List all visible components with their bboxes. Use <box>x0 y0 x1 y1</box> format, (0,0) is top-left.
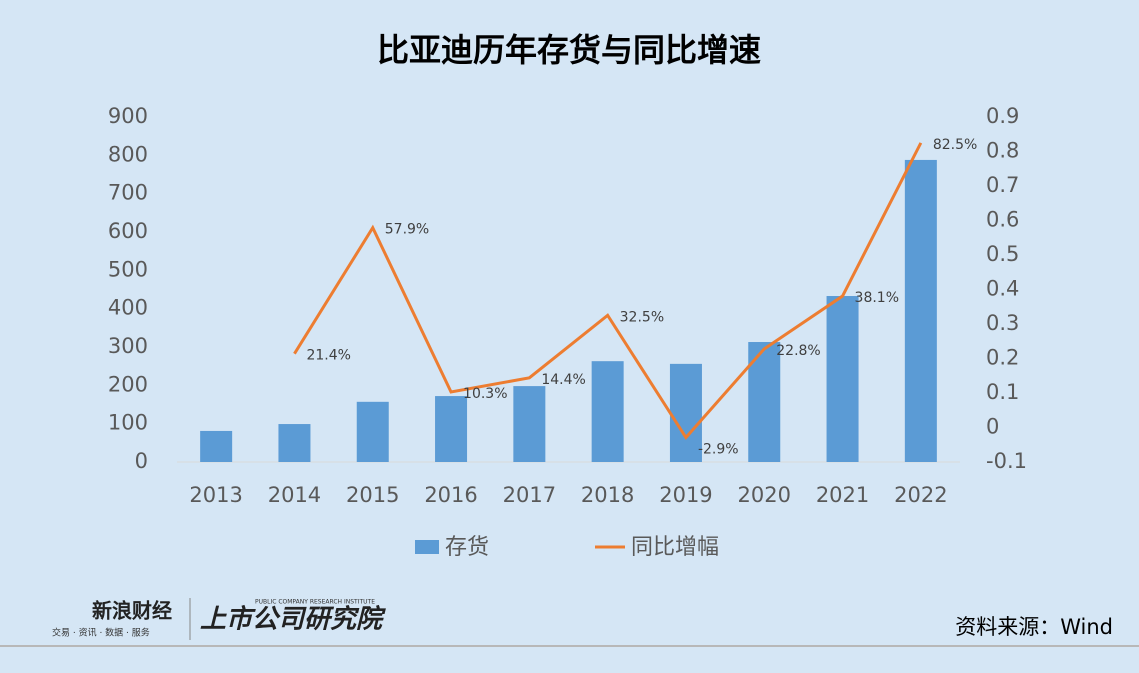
y-tick-label: 300 <box>108 334 148 358</box>
bar <box>904 159 937 462</box>
y-tick-label: 500 <box>108 257 148 281</box>
bar <box>356 401 389 462</box>
chart-title: 比亚迪历年存货与同比增速 <box>377 31 761 69</box>
y2-tick-label: 0.4 <box>986 277 1019 301</box>
bar <box>513 386 546 462</box>
data-label: 22.8% <box>776 343 820 359</box>
y-tick-label: 0 <box>135 449 148 473</box>
data-label: 38.1% <box>855 290 899 306</box>
bar <box>669 363 702 462</box>
y2-tick-label: 0.7 <box>986 173 1019 197</box>
logo-text: 上市公司研究院 <box>200 605 386 635</box>
x-tick-label: 2014 <box>268 483 321 507</box>
y-tick-label: 600 <box>108 219 148 243</box>
x-tick-label: 2015 <box>346 483 399 507</box>
x-tick-label: 2018 <box>581 483 634 507</box>
x-tick-label: 2020 <box>738 483 791 507</box>
bar <box>591 361 624 462</box>
logo-sub: 交易 · 资讯 · 数据 · 服务 <box>52 627 150 639</box>
y2-tick-label: -0.1 <box>986 449 1027 473</box>
x-tick-label: 2016 <box>424 483 477 507</box>
y2-tick-label: 0.3 <box>986 311 1019 335</box>
x-tick-label: 2017 <box>503 483 556 507</box>
logo-sub: PUBLIC COMPANY RESEARCH INSTITUTE <box>255 599 375 606</box>
y2-tick-label: 0.9 <box>986 104 1019 128</box>
source: 资料来源：Wind <box>955 615 1113 639</box>
y2-tick-label: 0.5 <box>986 242 1019 266</box>
data-label: 57.9% <box>385 222 429 238</box>
x-tick-label: 2019 <box>659 483 712 507</box>
y-tick-label: 100 <box>108 411 148 435</box>
logo-text: 新浪财经 <box>92 599 172 623</box>
data-label: 32.5% <box>620 309 664 325</box>
data-label: 21.4% <box>306 348 350 364</box>
y2-tick-label: 0.2 <box>986 346 1019 370</box>
x-tick-label: 2022 <box>894 483 947 507</box>
y-tick-label: 700 <box>108 181 148 205</box>
bar <box>435 396 468 462</box>
legend-swatch <box>415 540 439 554</box>
y-tick-label: 800 <box>108 142 148 166</box>
line <box>293 142 923 440</box>
x-tick-label: 2021 <box>816 483 869 507</box>
y-tick-label: 900 <box>108 104 148 128</box>
y-tick-label: 400 <box>108 296 148 320</box>
data-label: -2.9% <box>698 442 739 458</box>
data-label: 10.3% <box>463 386 507 402</box>
bar <box>826 296 859 462</box>
x-tick-label: 2013 <box>189 483 242 507</box>
y2-tick-label: 0.1 <box>986 380 1019 404</box>
y-tick-label: 200 <box>108 372 148 396</box>
legend-label: 存货 <box>445 535 489 560</box>
y2-tick-label: 0.6 <box>986 208 1019 232</box>
y2-tick-label: 0 <box>986 415 999 439</box>
bar <box>278 424 311 462</box>
bar <box>200 430 233 462</box>
data-label: 82.5% <box>933 137 977 153</box>
legend-label: 同比增幅 <box>631 535 719 560</box>
y2-tick-label: 0.8 <box>986 139 1019 163</box>
data-label: 14.4% <box>541 372 585 388</box>
